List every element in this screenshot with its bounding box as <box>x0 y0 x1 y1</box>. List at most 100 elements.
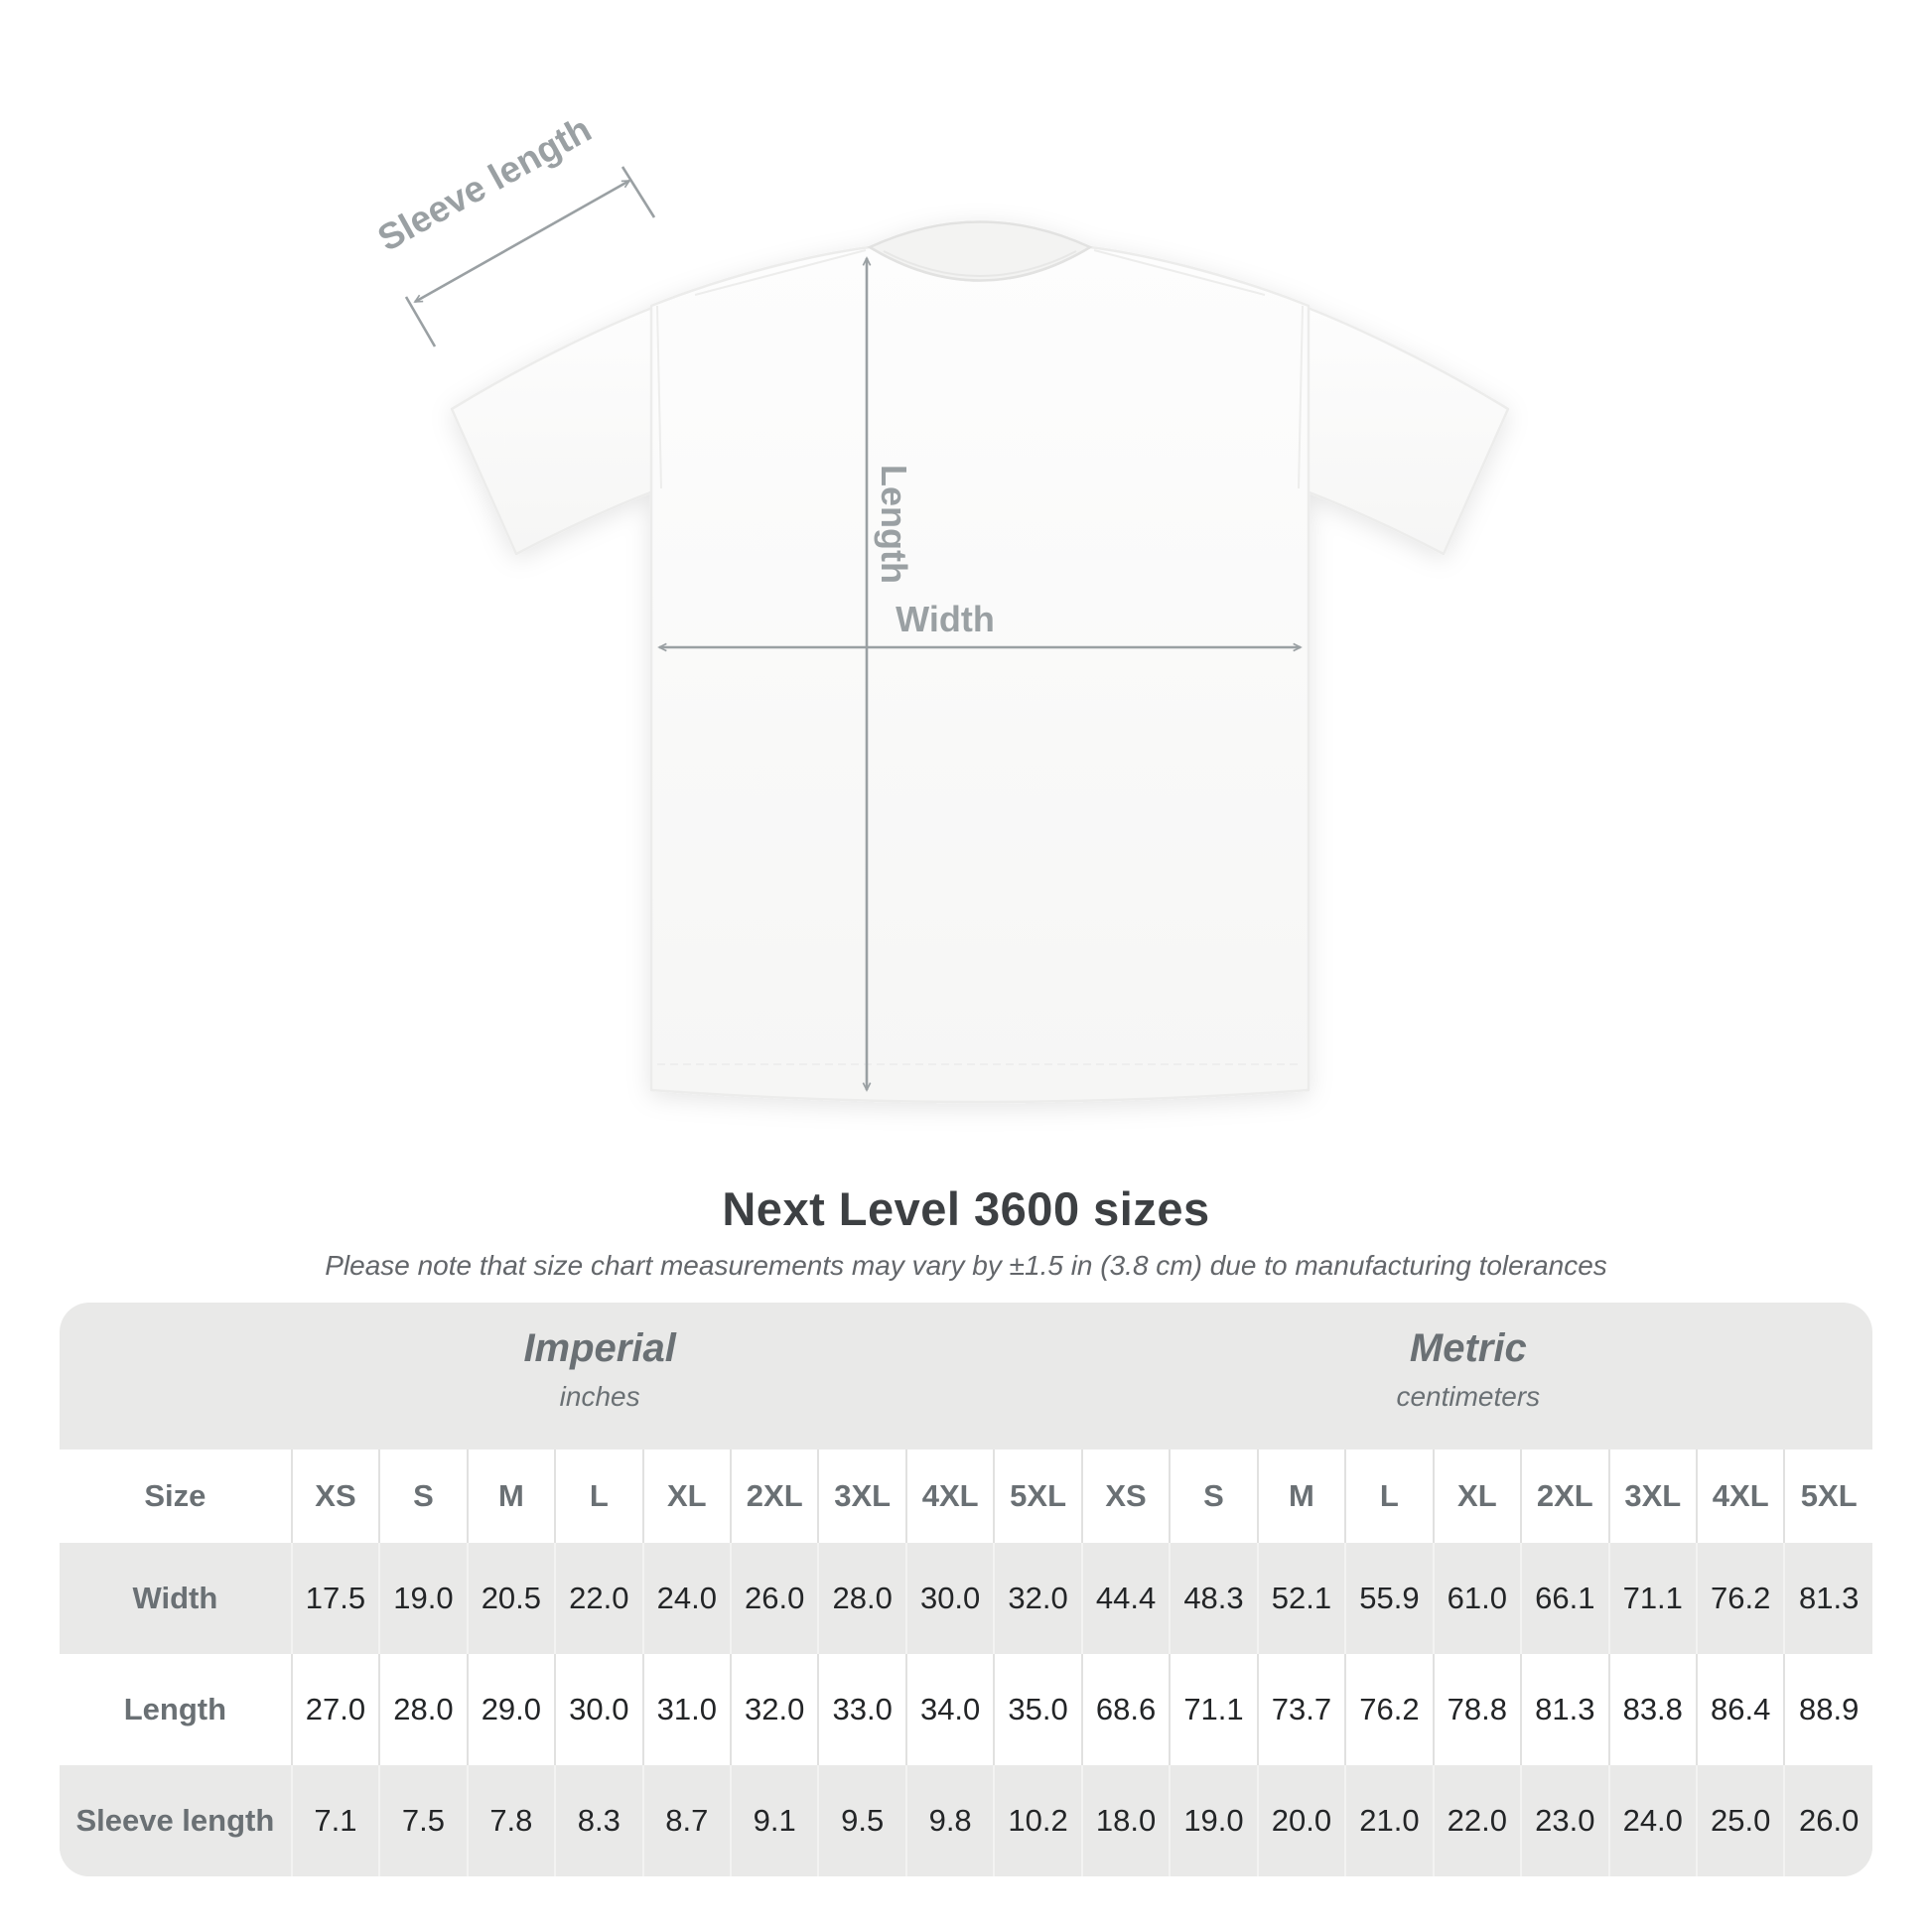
imperial-value-cell: 8.3 <box>554 1765 643 1876</box>
imperial-value-cell: 7.5 <box>378 1765 468 1876</box>
size-column-header: L <box>1344 1449 1434 1543</box>
metric-value-cell: 23.0 <box>1520 1765 1609 1876</box>
metric-value-cell: 24.0 <box>1607 1765 1697 1876</box>
metric-value-cell: 68.6 <box>1080 1654 1171 1765</box>
imperial-value-cell: 24.0 <box>641 1543 731 1654</box>
imperial-value-cell: 8.7 <box>641 1765 731 1876</box>
metric-value-cell: 21.0 <box>1344 1765 1434 1876</box>
metric-label: Metric <box>1409 1326 1527 1370</box>
sleeve-length-tick-end <box>621 166 656 218</box>
size-column-header: XL <box>1432 1449 1522 1543</box>
metric-value-cell: 73.7 <box>1256 1654 1346 1765</box>
tshirt-left-sleeve <box>450 304 663 556</box>
metric-value-cell: 83.8 <box>1607 1654 1697 1765</box>
size-column-header: M <box>1256 1449 1346 1543</box>
size-column-header: 3XL <box>817 1449 906 1543</box>
metric-value-cell: 26.0 <box>1783 1765 1872 1876</box>
size-column-header: 5XL <box>1783 1449 1872 1543</box>
metric-value-cell: 20.0 <box>1256 1765 1346 1876</box>
size-column-header: 2XL <box>729 1449 819 1543</box>
metric-value-cell: 88.9 <box>1783 1654 1872 1765</box>
size-header-row: Size XS S M L XL 2XL 3XL 4XL 5XL XS S M L XL 2XL 3XL 4XL 5… <box>60 1449 1872 1543</box>
imperial-value-cell: 9.5 <box>817 1765 906 1876</box>
tshirt-body <box>649 245 1311 1104</box>
metric-value-cell: 22.0 <box>1432 1765 1522 1876</box>
metric-value-cell: 19.0 <box>1169 1765 1258 1876</box>
tshirt-right-sleeve-seam <box>1298 305 1304 489</box>
imperial-value-cell: 33.0 <box>817 1654 906 1765</box>
metric-value-cell: 55.9 <box>1344 1543 1434 1654</box>
metric-value-cell: 18.0 <box>1080 1765 1171 1876</box>
size-column-header: S <box>378 1449 468 1543</box>
imperial-value-cell: 32.0 <box>729 1654 819 1765</box>
row-label: Width <box>132 1581 218 1615</box>
row-label: Sleeve length <box>75 1803 275 1838</box>
size-table: Size XS S M L XL 2XL 3XL 4XL 5XL XS S M L XL 2XL 3XL 4XL 5… <box>60 1449 1872 1876</box>
imperial-value-cell: 17.5 <box>290 1543 380 1654</box>
imperial-value-cell: 29.0 <box>466 1654 556 1765</box>
tshirt-right-shoulder-seam <box>1093 249 1266 296</box>
size-column-header: L <box>554 1449 643 1543</box>
metric-value-cell: 76.2 <box>1695 1543 1785 1654</box>
metric-value-cell: 25.0 <box>1695 1765 1785 1876</box>
sleeve-length-tick-start <box>404 296 437 347</box>
row-label: Length <box>123 1692 227 1726</box>
tshirt-left-sleeve-seam <box>656 305 662 489</box>
unit-headers: Imperial inches Metric centimeters <box>60 1303 1872 1449</box>
imperial-value-cell: 30.0 <box>554 1654 643 1765</box>
metric-unit-header: Metric centimeters <box>1396 1326 1540 1413</box>
tshirt-illustration <box>450 220 1510 1104</box>
metric-value-cell: 44.4 <box>1080 1543 1171 1654</box>
metric-value-cell: 71.1 <box>1607 1543 1697 1654</box>
size-column-header: XS <box>1080 1449 1171 1543</box>
imperial-value-cell: 10.2 <box>993 1765 1082 1876</box>
sleeve-length-arrow <box>415 179 629 304</box>
size-column-header: XS <box>290 1449 380 1543</box>
imperial-value-cell: 27.0 <box>290 1654 380 1765</box>
imperial-value-cell: 30.0 <box>904 1543 995 1654</box>
page-title: Next Level 3600 sizes <box>722 1182 1210 1235</box>
imperial-value-cell: 28.0 <box>378 1654 468 1765</box>
metric-units: centimeters <box>1396 1381 1541 1412</box>
imperial-units: inches <box>559 1381 640 1412</box>
table-row: Width 17.5 19.0 20.5 22.0 24.0 26.0 28.0 30.0 32.… <box>60 1543 1872 1654</box>
imperial-value-cell: 26.0 <box>729 1543 819 1654</box>
size-column-header: 3XL <box>1607 1449 1697 1543</box>
imperial-value-cell: 7.1 <box>290 1765 380 1876</box>
imperial-value-cell: 35.0 <box>993 1654 1082 1765</box>
tshirt-right-sleeve <box>1297 304 1510 556</box>
tshirt-left-shoulder-seam <box>694 249 867 296</box>
size-column-header: M <box>466 1449 556 1543</box>
imperial-value-cell: 19.0 <box>378 1543 468 1654</box>
size-column-header: 2XL <box>1520 1449 1609 1543</box>
table-row: Length 27.0 28.0 29.0 30.0 31.0 32.0 33.0 34.0 35… <box>60 1654 1872 1765</box>
title-block: Next Level 3600 sizes Please note that s… <box>0 1181 1932 1282</box>
tshirt-collar-rib <box>883 250 1077 277</box>
metric-value-cell: 66.1 <box>1520 1543 1609 1654</box>
metric-value-cell: 78.8 <box>1432 1654 1522 1765</box>
imperial-value-cell: 9.8 <box>904 1765 995 1876</box>
imperial-value-cell: 32.0 <box>993 1543 1082 1654</box>
size-column-header: XL <box>641 1449 731 1543</box>
size-header: Size <box>144 1478 207 1513</box>
size-column-header: 5XL <box>993 1449 1082 1543</box>
metric-value-cell: 71.1 <box>1169 1654 1258 1765</box>
tolerance-note: Please note that size chart measurements… <box>325 1250 1607 1281</box>
metric-value-cell: 52.1 <box>1256 1543 1346 1654</box>
imperial-value-cell: 9.1 <box>729 1765 819 1876</box>
table-row: Sleeve length 7.1 7.5 7.8 8.3 8.7 9.1 9.5 9.8 10.… <box>60 1765 1872 1876</box>
imperial-value-cell: 7.8 <box>466 1765 556 1876</box>
sleeve-length-label: Sleeve length <box>371 108 599 259</box>
size-column-header: S <box>1169 1449 1258 1543</box>
imperial-value-cell: 31.0 <box>641 1654 731 1765</box>
imperial-value-cell: 34.0 <box>904 1654 995 1765</box>
size-column-header: 4XL <box>904 1449 995 1543</box>
size-column-header: 4XL <box>1695 1449 1785 1543</box>
metric-value-cell: 61.0 <box>1432 1543 1522 1654</box>
metric-value-cell: 48.3 <box>1169 1543 1258 1654</box>
imperial-unit-header: Imperial inches <box>523 1326 675 1413</box>
length-label: Length <box>874 465 914 584</box>
imperial-value-cell: 22.0 <box>554 1543 643 1654</box>
metric-value-cell: 86.4 <box>1695 1654 1785 1765</box>
